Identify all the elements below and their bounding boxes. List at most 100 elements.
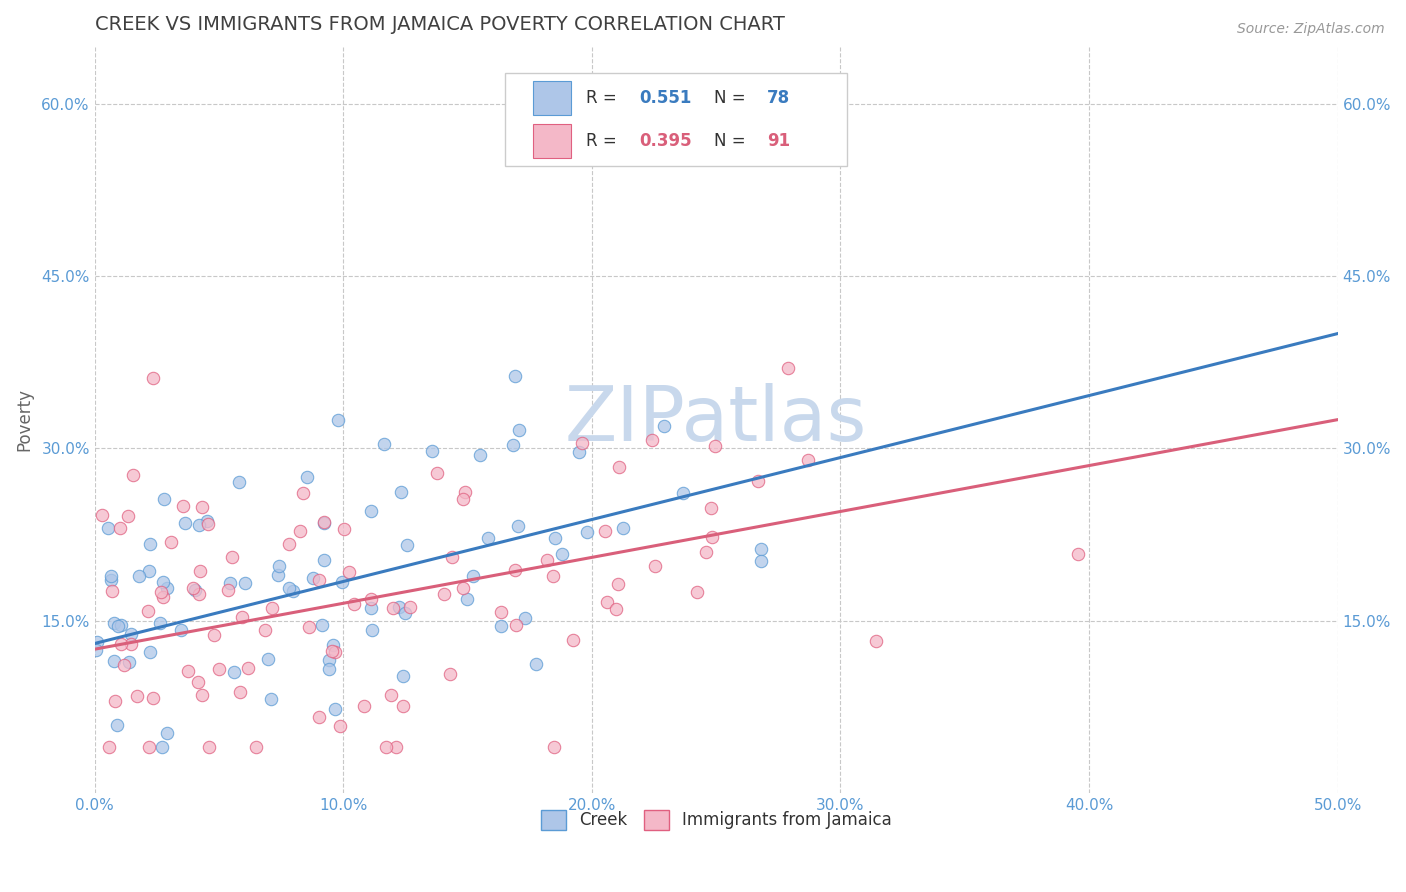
Point <box>302 571 325 585</box>
Point <box>330 575 353 590</box>
Point <box>575 525 598 540</box>
Point <box>536 553 558 567</box>
Point <box>329 719 352 733</box>
Point <box>112 657 135 672</box>
Point <box>138 739 160 754</box>
Point <box>202 628 225 642</box>
Point <box>373 437 395 451</box>
Text: CREEK VS IMMIGRANTS FROM JAMAICA POVERTY CORRELATION CHART: CREEK VS IMMIGRANTS FROM JAMAICA POVERTY… <box>94 15 785 34</box>
Point <box>343 597 366 611</box>
Point <box>544 531 567 545</box>
Point <box>101 583 124 598</box>
Point <box>477 531 499 545</box>
Point <box>152 590 174 604</box>
Point <box>470 448 492 462</box>
Text: ZIPatlas: ZIPatlas <box>565 383 868 457</box>
Point <box>453 491 475 506</box>
Point <box>593 524 616 539</box>
Point <box>187 674 209 689</box>
Point <box>312 516 335 531</box>
Point <box>228 475 250 489</box>
Point <box>188 587 211 601</box>
Point <box>612 521 634 535</box>
Point <box>297 619 319 633</box>
Point <box>568 444 591 458</box>
Point <box>672 485 695 500</box>
Point <box>337 565 360 579</box>
Legend: Creek, Immigrants from Jamaica: Creek, Immigrants from Jamaica <box>534 803 898 837</box>
Point <box>526 657 548 671</box>
Point <box>107 619 129 633</box>
Point <box>392 669 415 683</box>
Point <box>385 739 408 754</box>
Point <box>156 581 179 595</box>
Point <box>152 492 174 507</box>
Point <box>491 606 513 620</box>
Point <box>177 664 200 678</box>
Point <box>308 573 330 587</box>
Point <box>281 583 304 598</box>
Point <box>110 637 132 651</box>
Point <box>433 587 456 601</box>
Point <box>105 718 128 732</box>
Point <box>191 689 214 703</box>
Point <box>195 514 218 528</box>
Point <box>138 537 160 551</box>
Point <box>120 626 142 640</box>
Point <box>97 521 120 535</box>
Point <box>441 550 464 565</box>
Point <box>267 568 290 582</box>
Text: R =: R = <box>586 89 621 107</box>
Point <box>138 564 160 578</box>
Point <box>1067 547 1090 561</box>
Point <box>439 667 461 681</box>
Point <box>267 559 290 574</box>
Point <box>260 600 283 615</box>
Point <box>360 592 382 607</box>
Text: 0.395: 0.395 <box>640 132 692 150</box>
Text: N =: N = <box>714 132 751 150</box>
Point <box>100 568 122 582</box>
Point <box>396 538 419 552</box>
Point <box>463 568 485 582</box>
Point <box>149 615 172 630</box>
Point <box>699 500 721 515</box>
Point <box>322 638 344 652</box>
Point <box>360 623 382 637</box>
Point <box>865 634 887 648</box>
Point <box>197 516 219 531</box>
Point <box>392 699 415 714</box>
Point <box>292 486 315 500</box>
Point <box>188 565 211 579</box>
Point <box>257 652 280 666</box>
Text: 78: 78 <box>768 89 790 107</box>
Point <box>98 739 121 754</box>
Point <box>513 611 536 625</box>
Point <box>100 574 122 588</box>
Text: 0.551: 0.551 <box>640 89 692 107</box>
FancyBboxPatch shape <box>505 73 846 166</box>
Point <box>394 606 416 620</box>
Point <box>596 595 619 609</box>
Point <box>420 444 443 458</box>
Point <box>150 739 173 754</box>
Point <box>503 563 526 577</box>
Point <box>562 632 585 647</box>
Point <box>118 656 141 670</box>
Point <box>312 553 335 567</box>
Point <box>360 601 382 615</box>
Point <box>491 619 513 633</box>
Point <box>323 702 346 716</box>
FancyBboxPatch shape <box>533 124 571 158</box>
Point <box>108 521 131 535</box>
Point <box>686 584 709 599</box>
Point <box>125 690 148 704</box>
Point <box>700 530 723 544</box>
Point <box>318 662 340 676</box>
Point <box>86 634 108 648</box>
Text: Source: ZipAtlas.com: Source: ZipAtlas.com <box>1237 22 1385 37</box>
Point <box>704 439 727 453</box>
Text: N =: N = <box>714 89 751 107</box>
Point <box>550 547 572 561</box>
Point <box>644 559 666 574</box>
